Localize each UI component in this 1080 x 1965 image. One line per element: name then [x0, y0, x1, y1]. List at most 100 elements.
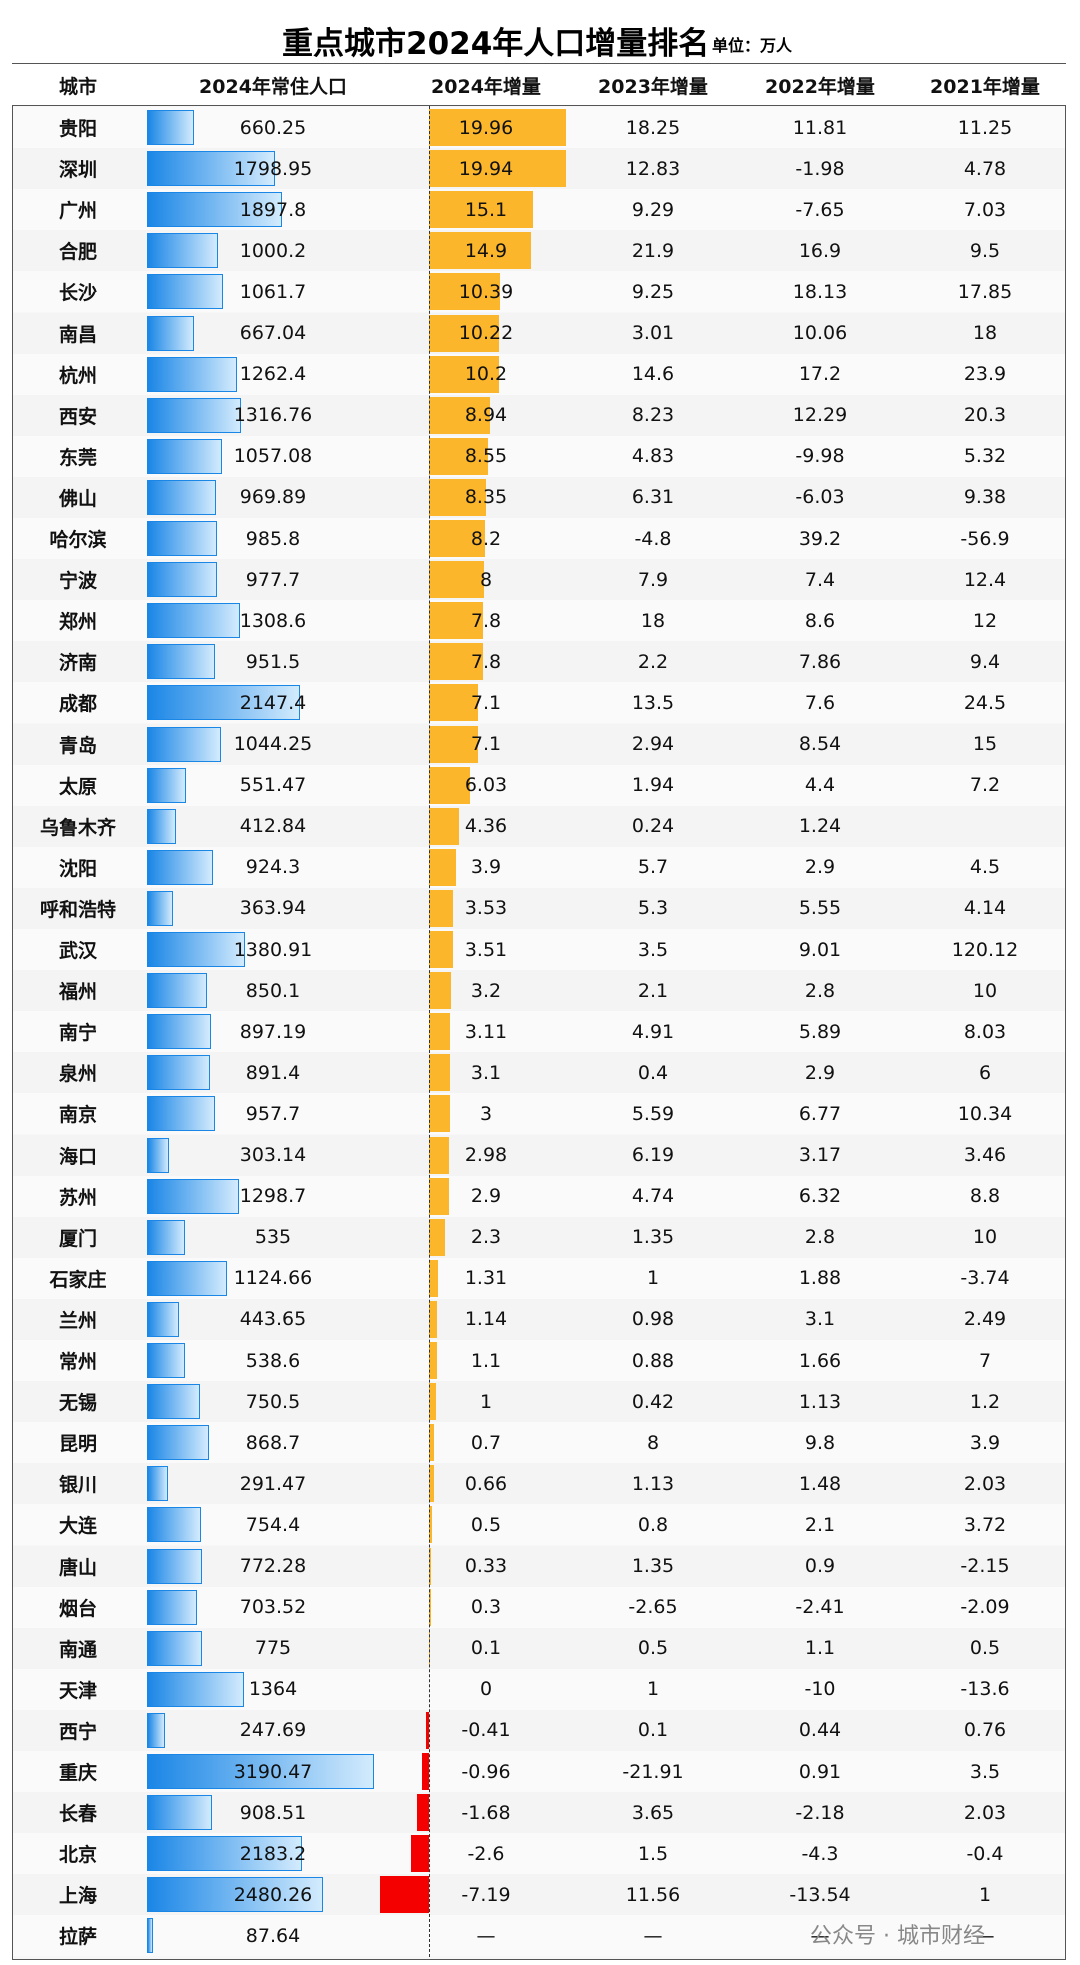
cell-value: 8.03: [963, 1020, 1007, 1043]
cell-value: 1.5: [637, 1842, 669, 1865]
cell-value: 11.56: [625, 1883, 681, 1906]
cell-value: -56.9: [960, 527, 1010, 550]
city-name: 乌鲁木齐: [39, 816, 116, 839]
increase-bar: [429, 1177, 449, 1215]
cell-value: 4.4: [804, 774, 836, 797]
increase-bar: [429, 889, 454, 927]
cell-value: 0.76: [963, 1719, 1007, 1742]
increase-bar: [429, 437, 488, 475]
cell-value: 0.8: [637, 1513, 669, 1536]
cell-value: 1.24: [798, 815, 842, 838]
cell-value: 5.89: [798, 1020, 842, 1043]
population-bar: [147, 1219, 186, 1255]
population-bar: [147, 1301, 179, 1337]
city-name: 太原: [58, 775, 97, 798]
city-name: 唐山: [58, 1556, 97, 1579]
cell-value: 891.4: [245, 1061, 301, 1084]
cell-value: -6.03: [795, 486, 845, 509]
cell-value: 1124.66: [233, 1267, 313, 1290]
cell-value: 10.22: [458, 322, 514, 345]
population-bar: [147, 726, 222, 762]
cell-value: 1.66: [798, 1349, 842, 1372]
population-bar: [147, 1014, 211, 1050]
cell-value: 1: [646, 1678, 660, 1701]
cell-value: 8: [646, 1431, 660, 1454]
cell-value: 0.7: [470, 1431, 502, 1454]
cell-value: 0.3: [470, 1596, 502, 1619]
cell-value: 3.1: [804, 1308, 836, 1331]
row-background: [13, 764, 1065, 806]
city-name: 沈阳: [58, 857, 97, 880]
cell-value: 0.88: [631, 1349, 675, 1372]
population-bar: [147, 973, 208, 1009]
cell-value: 1: [479, 1390, 493, 1413]
cell-value: 3.53: [464, 897, 508, 920]
cell-value: —: [643, 1924, 663, 1947]
cell-value: 5.55: [798, 897, 842, 920]
population-bar: [147, 1712, 165, 1748]
population-bar: [147, 1589, 198, 1625]
column-header: 2022年增量: [765, 75, 875, 98]
increase-bar: [426, 1711, 429, 1749]
population-bar: [147, 1425, 209, 1461]
cell-value: 19.96: [458, 116, 514, 139]
cell-value: 8.2: [470, 527, 502, 550]
cell-value: 12: [972, 609, 998, 632]
cell-value: 10: [972, 1226, 998, 1249]
increase-bar: [429, 1013, 451, 1051]
increase-bar: [429, 766, 471, 804]
cell-value: -21.91: [622, 1760, 684, 1783]
cell-value: 775: [254, 1637, 292, 1660]
cell-value: 1380.91: [233, 938, 313, 961]
cell-value: -2.15: [960, 1555, 1010, 1578]
cell-value: 9.38: [963, 486, 1007, 509]
cell-value: 7.86: [798, 650, 842, 673]
cell-value: 850.1: [245, 979, 301, 1002]
cell-value: 924.3: [245, 856, 301, 879]
city-name: 青岛: [58, 734, 97, 757]
increase-bar: [429, 1465, 434, 1503]
cell-value: 8.54: [798, 733, 842, 756]
cell-value: 2.8: [804, 1226, 836, 1249]
cell-value: 1.35: [631, 1555, 675, 1578]
population-bar: [147, 1548, 202, 1584]
city-name: 东莞: [58, 446, 97, 469]
cell-value: 8: [479, 568, 493, 591]
cell-value: 1364: [248, 1678, 298, 1701]
cell-value: -13.6: [960, 1678, 1010, 1701]
cell-value: 551.47: [239, 774, 307, 797]
cell-value: 3.1: [470, 1061, 502, 1084]
city-name: 南昌: [58, 323, 97, 346]
cell-value: 0.66: [464, 1472, 508, 1495]
cell-value: 2480.26: [233, 1883, 313, 1906]
population-bar: [147, 274, 223, 310]
increase-bar: [429, 643, 483, 681]
city-name: 广州: [58, 200, 97, 223]
cell-value: 3.17: [798, 1144, 842, 1167]
cell-value: 2.03: [963, 1801, 1007, 1824]
increase-bar: [429, 273, 501, 311]
increase-bar: [429, 478, 487, 516]
cell-value: 2.8: [804, 979, 836, 1002]
cell-value: -13.54: [789, 1883, 851, 1906]
city-name: 重庆: [58, 1762, 97, 1785]
increase-bar: [429, 848, 456, 886]
cell-value: 7: [978, 1349, 992, 1372]
cell-value: -7.65: [795, 198, 845, 221]
column-header: 2024年常住人口: [199, 75, 347, 98]
increase-bar: [429, 1259, 438, 1297]
cell-value: 538.6: [245, 1349, 301, 1372]
cell-value: 1.88: [798, 1267, 842, 1290]
cell-value: 7.9: [637, 568, 669, 591]
cell-value: 12.4: [963, 568, 1007, 591]
increase-bar: [429, 232, 532, 270]
cell-value: 1.94: [631, 774, 675, 797]
cell-value: 21.9: [631, 239, 675, 262]
population-bar: [147, 315, 195, 351]
cell-value: 1044.25: [233, 733, 313, 756]
cell-value: 1308.6: [239, 609, 307, 632]
cell-value: 17.2: [798, 363, 842, 386]
cell-value: -2.09: [960, 1596, 1010, 1619]
cell-value: 868.7: [245, 1431, 301, 1454]
watermark: 公众号 · 城市财经: [810, 1924, 985, 1949]
